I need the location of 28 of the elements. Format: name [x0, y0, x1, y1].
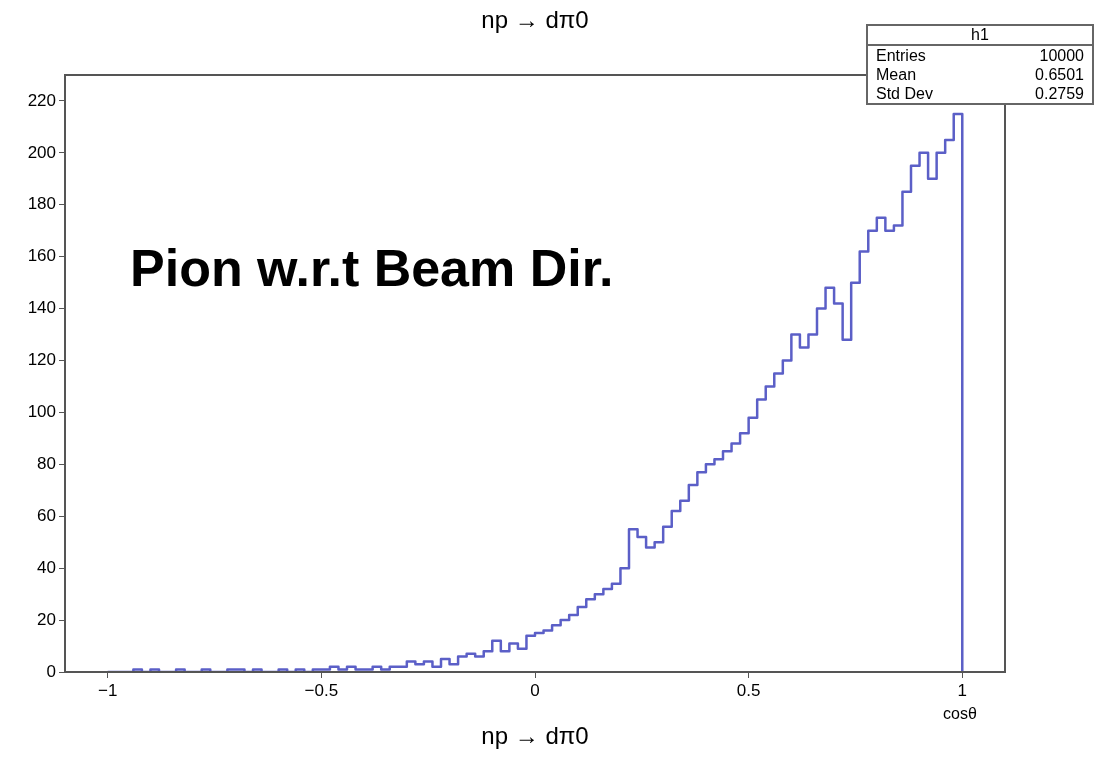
y-tick-label: 0 — [46, 661, 56, 681]
y-tick-label: 140 — [27, 298, 56, 318]
text: h1 — [868, 26, 1092, 46]
x-tick-label: −0.5 — [304, 680, 339, 700]
chart-title: np → dπ0 — [481, 6, 589, 33]
text: np → dπ0 — [480, 722, 590, 750]
text: Entries — [876, 46, 926, 65]
text: 0.2759 — [1035, 84, 1084, 103]
y-tick-label: 220 — [27, 90, 56, 110]
y-tick-label: 100 — [27, 402, 56, 422]
y-tick-label: 40 — [37, 557, 56, 577]
y-tick-label: 120 — [27, 350, 56, 370]
y-tick-label: 20 — [37, 609, 56, 629]
x-tick-label: 0.5 — [736, 680, 761, 700]
x-tick-label: −1 — [98, 680, 118, 700]
x-tick-label: 0 — [530, 680, 540, 700]
annotation: Mean — [876, 65, 917, 84]
y-tick-label: 80 — [37, 454, 56, 474]
annotation: Pion w.r.t Beam Dir. — [130, 238, 614, 298]
y-tick-label: 200 — [27, 142, 56, 162]
annotation: Std Dev — [876, 84, 933, 103]
y-tick-label: 60 — [37, 505, 56, 525]
y-tick-label: 180 — [27, 194, 56, 214]
y-tick-label: 160 — [27, 246, 56, 266]
x-tick-label: 1 — [957, 680, 968, 700]
text: 0.6501 — [1035, 65, 1084, 84]
text: 10000 — [1039, 46, 1084, 65]
x-axis-title: cosθ — [943, 705, 977, 723]
